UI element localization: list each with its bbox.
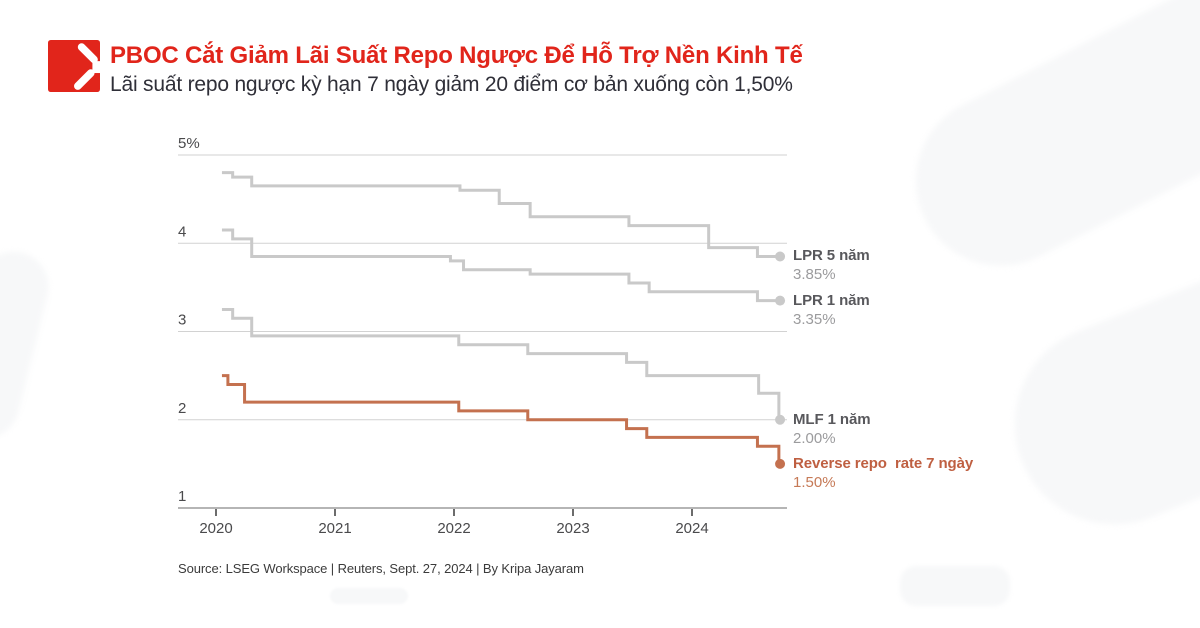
x-axis-tick-label: 2024 xyxy=(675,520,708,537)
x-axis-tick-label: 2021 xyxy=(318,520,351,537)
series-end-dot-1 xyxy=(775,295,786,306)
background-blob xyxy=(984,245,1200,555)
legend-value: 3.85% xyxy=(793,266,836,284)
series-end-dot-3 xyxy=(775,458,786,469)
background-blob xyxy=(900,566,1010,606)
y-axis-tick-label: 5% xyxy=(178,135,200,152)
series-end-dot-2 xyxy=(775,414,786,425)
y-axis-tick-label: 1 xyxy=(178,488,186,505)
legend-value: 3.35% xyxy=(793,310,836,328)
x-axis-tick-label: 2020 xyxy=(199,520,232,537)
legend-item-lpr-1y: LPR 1 năm 3.35% xyxy=(793,292,870,328)
background-blob xyxy=(330,588,408,604)
y-axis-tick-label: 4 xyxy=(178,223,186,240)
y-axis-tick-label: 2 xyxy=(178,400,186,417)
x-axis-tick-label: 2022 xyxy=(437,520,470,537)
legend-item-reverse-repo: Reverse repo rate 7 ngày 1.50% xyxy=(793,455,973,491)
page-subtitle: Lãi suất repo ngược kỳ hạn 7 ngày giảm 2… xyxy=(110,73,793,96)
legend-label: LPR 1 năm xyxy=(793,291,870,309)
series-line-1 xyxy=(221,228,781,303)
background-blob xyxy=(0,244,56,446)
step-line-chart: 5% 4 3 2 1 2020 2021 2022 2023 2024 xyxy=(178,135,787,537)
series-end-dot-0 xyxy=(775,251,786,262)
legend-label: MLF 1 năm xyxy=(793,410,871,428)
y-axis-tick-label: 3 xyxy=(178,312,186,329)
legend-item-lpr-5y: LPR 5 năm 3.85% xyxy=(793,247,870,283)
legend-value: 2.00% xyxy=(793,429,836,447)
series-line-2 xyxy=(221,307,781,422)
source-note: Source: LSEG Workspace | Reuters, Sept. … xyxy=(178,561,584,576)
legend-label: Reverse repo rate 7 ngày xyxy=(793,454,974,472)
series-line-3 xyxy=(221,374,781,466)
legend-value: 1.50% xyxy=(793,473,836,491)
x-axis-tick-label: 2023 xyxy=(556,520,589,537)
brand-logo-icon xyxy=(48,40,100,92)
legend-label: LPR 5 năm xyxy=(793,247,870,265)
legend-item-mlf-1y: MLF 1 năm 2.00% xyxy=(793,410,871,447)
page-title: PBOC Cắt Giảm Lãi Suất Repo Ngược Để Hỗ … xyxy=(110,42,803,69)
series-line-0 xyxy=(221,171,781,258)
